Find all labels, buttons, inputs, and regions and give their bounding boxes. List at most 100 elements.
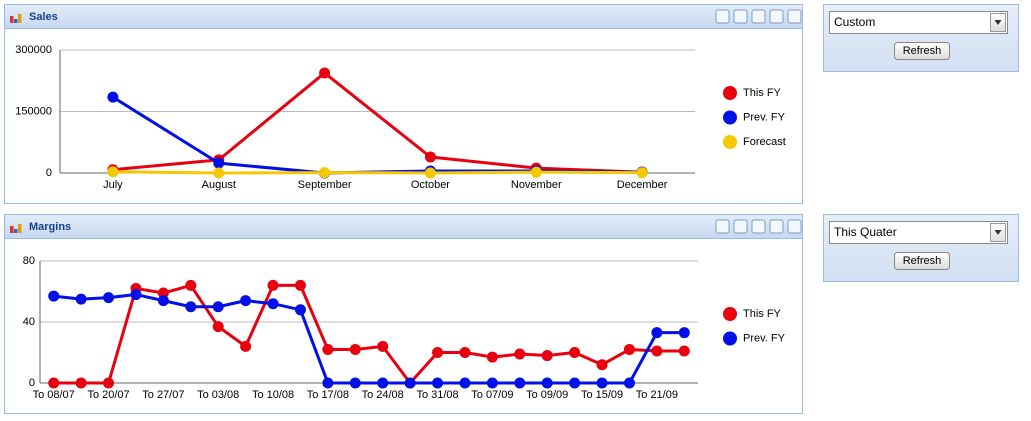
- data-point: [294, 304, 306, 316]
- data-point: [213, 157, 225, 169]
- tool-button[interactable]: [751, 219, 766, 234]
- data-point: [213, 167, 225, 179]
- data-point: [424, 151, 436, 163]
- data-point: [48, 377, 60, 389]
- legend-label: Prev. FY: [743, 332, 786, 344]
- data-point: [75, 377, 87, 389]
- data-point: [322, 377, 334, 389]
- data-point: [459, 377, 471, 389]
- panel-icon: [14, 229, 18, 233]
- data-point: [432, 347, 444, 358]
- x-tick-label: November: [511, 179, 562, 191]
- data-point: [377, 377, 389, 389]
- panel: [4, 214, 803, 414]
- panel-icon: [18, 14, 22, 23]
- data-point: [185, 279, 197, 291]
- data-point: [651, 345, 663, 357]
- data-point: [75, 293, 87, 305]
- panel-icon: [18, 224, 22, 233]
- panel-icon: [14, 19, 18, 23]
- legend-swatch: [723, 331, 737, 346]
- x-tick-label: To 17/08: [307, 389, 349, 401]
- x-tick-label: To 15/09: [581, 389, 623, 401]
- x-tick-label: October: [411, 179, 450, 191]
- tool-button[interactable]: [715, 9, 730, 24]
- data-point: [103, 377, 115, 389]
- x-tick-label: To 21/09: [636, 389, 678, 401]
- data-point: [267, 298, 279, 310]
- x-tick-label: To 07/09: [471, 389, 513, 401]
- data-point: [319, 67, 331, 79]
- y-tick-label: 300000: [15, 44, 52, 56]
- legend-swatch: [723, 110, 737, 125]
- data-point: [541, 377, 553, 389]
- x-tick-label: July: [103, 179, 123, 191]
- data-point: [157, 295, 169, 307]
- data-point: [130, 289, 142, 301]
- data-point: [319, 167, 331, 179]
- data-point: [157, 287, 169, 299]
- data-point: [486, 351, 498, 363]
- x-tick-label: September: [298, 179, 352, 191]
- tool-button[interactable]: [787, 9, 802, 24]
- data-point: [322, 343, 334, 355]
- y-tick-label: 0: [29, 377, 35, 389]
- data-point: [240, 340, 252, 352]
- select-box[interactable]: [829, 11, 1008, 34]
- refresh-label: Refresh: [903, 45, 942, 57]
- data-point: [349, 377, 361, 389]
- panel-header: [5, 215, 802, 238]
- data-point: [294, 279, 306, 291]
- data-point: [530, 166, 542, 178]
- panel-title: Sales: [29, 11, 58, 23]
- tool-button[interactable]: [769, 9, 784, 24]
- data-point: [185, 301, 197, 313]
- panel-icon: [10, 16, 14, 23]
- tool-button[interactable]: [769, 219, 784, 234]
- y-tick-label: 40: [23, 316, 35, 328]
- data-point: [486, 377, 498, 389]
- legend-swatch: [723, 307, 737, 321]
- panel-icon: [10, 226, 14, 233]
- data-point: [103, 292, 115, 304]
- x-tick-label: To 08/07: [33, 389, 75, 401]
- tool-button[interactable]: [733, 9, 748, 24]
- legend-swatch: [723, 86, 737, 100]
- refresh-label: Refresh: [903, 255, 942, 267]
- arrow-glyph: [994, 230, 1002, 235]
- data-point: [678, 327, 690, 339]
- select-box[interactable]: [829, 221, 1008, 244]
- x-tick-label: To 20/07: [87, 389, 129, 401]
- data-point: [459, 347, 471, 358]
- data-point: [596, 359, 608, 371]
- data-point: [514, 377, 526, 389]
- refresh-button[interactable]: [894, 252, 950, 270]
- legend-label: Forecast: [743, 136, 786, 148]
- panel-header: [5, 5, 802, 28]
- x-tick-label: To 24/08: [362, 389, 404, 401]
- tool-button[interactable]: [751, 9, 766, 24]
- tool-button[interactable]: [787, 219, 802, 234]
- x-tick-label: December: [617, 179, 668, 191]
- data-point: [212, 321, 224, 333]
- data-point: [541, 350, 553, 362]
- x-tick-label: To 10/08: [252, 389, 294, 401]
- data-point: [424, 167, 436, 179]
- arrow-glyph: [994, 20, 1002, 25]
- x-tick-label: To 09/09: [526, 389, 568, 401]
- tool-button[interactable]: [733, 219, 748, 234]
- data-point: [514, 348, 526, 360]
- data-point: [636, 167, 648, 179]
- data-point: [569, 377, 581, 389]
- y-tick-label: 80: [23, 255, 35, 267]
- data-point: [596, 377, 608, 389]
- y-tick-label: 0: [46, 167, 52, 179]
- tool-button[interactable]: [715, 219, 730, 234]
- data-point: [212, 301, 224, 313]
- refresh-button[interactable]: [894, 42, 950, 60]
- series-line: [112, 71, 643, 174]
- x-tick-label: August: [202, 179, 236, 191]
- legend-label: Prev. FY: [743, 111, 786, 123]
- data-point: [377, 340, 389, 352]
